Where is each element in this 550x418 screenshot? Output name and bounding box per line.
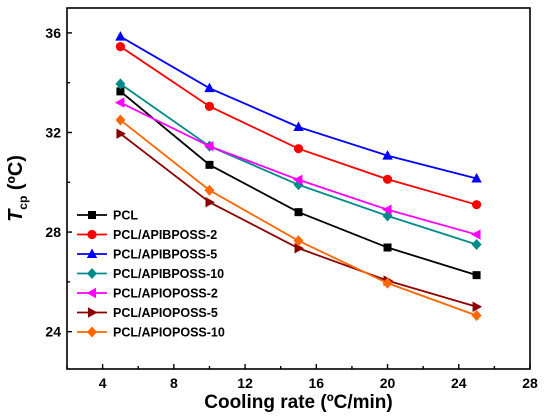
legend-marker: [86, 248, 98, 258]
y-tick-label: 28: [45, 224, 61, 240]
series-2: [115, 41, 482, 210]
data-point: [472, 301, 483, 312]
legend-entry: PCL/APIBPOSS-5: [77, 248, 217, 262]
data-point: [383, 243, 392, 252]
legend-marker: [87, 326, 97, 338]
data-point: [205, 196, 215, 208]
legend-marker: [87, 268, 97, 279]
data-point: [116, 128, 126, 139]
data-point: [115, 114, 126, 126]
data-point: [204, 184, 215, 196]
legend-entry: PCL/APIOPOSS-5: [77, 306, 218, 320]
data-point: [472, 271, 481, 280]
y-tick-label: 36: [45, 25, 61, 41]
data-point: [205, 160, 214, 169]
legend-label: PCL/APIOPOSS-2: [113, 287, 218, 301]
data-point: [115, 31, 126, 41]
legend-marker: [88, 211, 96, 219]
x-tick-label: 16: [309, 375, 325, 391]
data-point: [116, 87, 125, 96]
legend-entry: PCL: [77, 209, 138, 223]
data-point: [471, 239, 482, 251]
legend-label: PCL/APIBPOSS-5: [113, 248, 217, 262]
data-point: [382, 150, 393, 160]
data-point: [471, 309, 482, 321]
series-7: [115, 114, 482, 321]
y-tick-label: 24: [45, 324, 61, 340]
series-6: [116, 128, 483, 312]
legend-label: PCL/APIOPOSS-5: [113, 306, 218, 320]
legend-entry: PCL/APIBPOSS-10: [77, 267, 224, 281]
legend-label: PCL/APIOPOSS-10: [113, 326, 225, 340]
legend-marker: [87, 229, 97, 240]
series-1: [116, 87, 481, 280]
data-point: [293, 174, 303, 185]
x-tick-label: 24: [451, 375, 467, 391]
x-axis-title: Cooling rate (ºC/min): [204, 392, 393, 413]
data-point: [382, 204, 392, 215]
x-tick-label: 4: [99, 375, 107, 391]
y-axis-title-unit: (ºC): [5, 155, 27, 196]
legend-entry: PCL/APIOPOSS-10: [77, 326, 225, 340]
y-axis-title-main: T: [5, 208, 27, 222]
data-point: [203, 140, 214, 152]
legend-label: PCL/APIBPOSS-2: [113, 228, 217, 242]
series-5: [114, 97, 481, 240]
data-point: [471, 173, 482, 183]
plot-frame: [66, 7, 531, 370]
ticks-group: 4 8 12 16 20 24 28 24 28 32 36: [45, 25, 538, 391]
series-line: [119, 35, 477, 180]
data-point: [115, 78, 126, 90]
x-tick-label: 28: [522, 375, 538, 391]
y-axis-title-sub: cp: [16, 196, 30, 210]
data-point: [471, 200, 482, 210]
series-3: [115, 31, 482, 183]
data-point: [294, 243, 304, 254]
legend-label: PCL/APIBPOSS-10: [113, 267, 224, 281]
legend-marker: [88, 307, 98, 318]
data-point: [293, 121, 304, 132]
data-point: [204, 82, 215, 93]
data-point: [115, 41, 126, 52]
legend-entry: PCL/APIOPOSS-2: [77, 287, 218, 301]
data-point: [382, 174, 393, 184]
series-4: [115, 78, 482, 251]
x-tick-label: 20: [380, 375, 396, 391]
legend: PCL PCL/APIBPOSS-2 PCL/APIBPOSS-5 PCL/APIBP…: [77, 209, 225, 340]
data-point: [293, 144, 304, 154]
legend-marker: [86, 287, 96, 299]
x-tick-label: 8: [170, 375, 178, 391]
data-point: [382, 277, 393, 289]
data-point: [471, 229, 481, 240]
series-group: [114, 31, 483, 321]
y-axis-title: Tcp (ºC): [5, 155, 30, 222]
data-point: [114, 97, 125, 108]
x-tick-label: 12: [237, 375, 253, 391]
data-point: [293, 235, 304, 247]
y-tick-label: 32: [45, 124, 61, 140]
legend-entry: PCL/APIBPOSS-2: [77, 228, 217, 242]
data-point: [294, 208, 303, 217]
data-point: [204, 101, 215, 111]
legend-label: PCL: [113, 209, 138, 223]
